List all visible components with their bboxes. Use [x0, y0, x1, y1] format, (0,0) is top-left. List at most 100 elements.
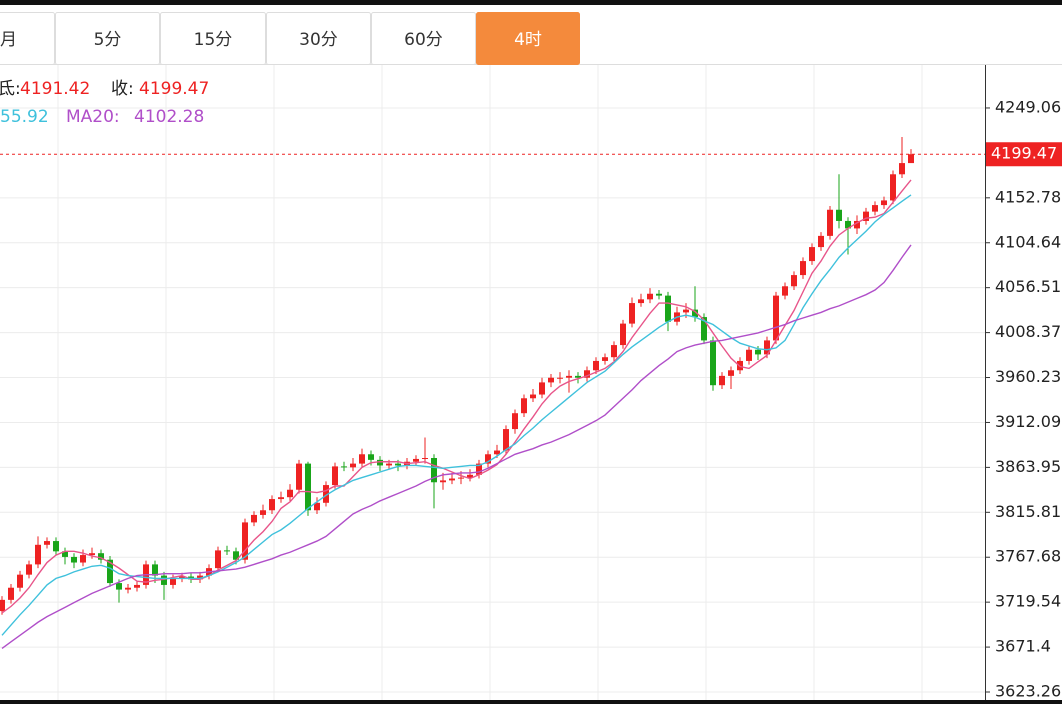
- candle-body: [116, 583, 122, 590]
- candle-body: [476, 463, 482, 475]
- ma-line: [1, 194, 912, 636]
- tab[interactable]: [160, 12, 266, 65]
- candle-body: [899, 163, 905, 175]
- legend-entry: MA20:: [66, 107, 120, 127]
- candle-body: [845, 220, 851, 229]
- candle-body: [161, 575, 167, 585]
- candle-body: [89, 553, 95, 556]
- candle-body: [611, 345, 617, 358]
- candle-body: [791, 275, 797, 287]
- ma-line: [1, 244, 912, 649]
- candle-body: [359, 454, 365, 464]
- candle-body: [35, 544, 41, 565]
- candle-body: [350, 463, 356, 468]
- candle-body: [503, 429, 509, 451]
- y-tick-label: 4104.64: [995, 232, 1061, 251]
- tab-label[interactable]: 5分: [94, 30, 122, 50]
- candle-body: [323, 485, 329, 503]
- tab-label[interactable]: 月: [0, 30, 17, 50]
- candle-body: [260, 510, 266, 515]
- candle-body: [53, 541, 59, 552]
- candle-body: [566, 375, 572, 378]
- legend-label: 氐:: [0, 79, 21, 99]
- candle-body: [296, 463, 302, 490]
- candle-body: [305, 463, 311, 511]
- candle-body: [719, 375, 725, 386]
- y-tick-label: 4008.37: [995, 322, 1061, 341]
- candle-body: [26, 564, 32, 575]
- candle-body: [17, 574, 23, 588]
- candle-body: [584, 370, 590, 378]
- candle-body: [251, 514, 257, 523]
- candle-body: [692, 309, 698, 318]
- candle-body: [458, 477, 464, 479]
- candle-body: [386, 463, 392, 466]
- candle-body: [278, 497, 284, 500]
- tab-label[interactable]: 4时: [514, 30, 542, 50]
- candle-body: [98, 553, 104, 560]
- candle-body: [485, 454, 491, 464]
- candle-body: [620, 323, 626, 346]
- candle-body: [395, 463, 401, 466]
- candle-body: [593, 360, 599, 371]
- candle-body: [233, 551, 239, 560]
- legend-value: 55.92: [0, 107, 49, 127]
- tab[interactable]: [476, 12, 580, 65]
- candle-body: [575, 375, 581, 378]
- y-tick-label: 3960.23: [995, 367, 1061, 386]
- y-tick-label: 4249.06: [995, 97, 1061, 116]
- candle-body: [269, 499, 275, 511]
- candle-body: [287, 489, 293, 498]
- candle-body: [710, 340, 716, 386]
- candle-body: [881, 200, 887, 206]
- y-tick-label: 3671.4: [995, 637, 1051, 656]
- tab[interactable]: [55, 12, 160, 65]
- tab[interactable]: [0, 12, 55, 65]
- candle-body: [62, 551, 68, 557]
- candle-body: [854, 220, 860, 229]
- candle-body: [863, 211, 869, 221]
- candle-body: [107, 559, 113, 584]
- candle-body: [647, 293, 653, 300]
- last-price-label: 4199.47: [991, 144, 1057, 163]
- candle-body: [0, 599, 5, 612]
- candle-body: [890, 174, 896, 201]
- candle-body: [800, 261, 806, 276]
- candle-body: [332, 466, 338, 486]
- candle-body: [440, 480, 446, 483]
- candle-body: [71, 556, 77, 563]
- tab[interactable]: [371, 12, 476, 65]
- candle-body: [656, 293, 662, 296]
- legend-label: 收:: [111, 79, 134, 99]
- tab-label[interactable]: 30分: [299, 30, 338, 50]
- candle-body: [494, 450, 500, 455]
- candle-body: [179, 576, 185, 579]
- candle-body: [908, 154, 914, 164]
- candle-body: [134, 584, 140, 588]
- ma-line: [1, 179, 912, 614]
- candle-body: [197, 575, 203, 580]
- candle-body: [836, 209, 842, 221]
- tab-label[interactable]: 60分: [404, 30, 443, 50]
- candle-body: [44, 541, 50, 545]
- candle-body: [557, 377, 563, 379]
- candle-body: [746, 349, 752, 361]
- tab-label[interactable]: 15分: [194, 30, 233, 50]
- y-tick-label: 3912.09: [995, 412, 1061, 431]
- candle-body: [773, 295, 779, 341]
- candle-body: [152, 564, 158, 576]
- candle-body: [521, 398, 527, 414]
- candle-body: [548, 377, 554, 383]
- candle-body: [215, 550, 221, 569]
- candle-body: [413, 458, 419, 462]
- legend-value: 4191.42: [20, 79, 90, 99]
- y-tick-label: 3863.95: [995, 457, 1061, 476]
- tab[interactable]: [266, 12, 371, 65]
- candle-body: [764, 340, 770, 355]
- candle-body: [224, 550, 230, 552]
- candle-body: [629, 303, 635, 324]
- y-tick-label: 3623.26: [995, 682, 1061, 701]
- candle-body: [170, 578, 176, 585]
